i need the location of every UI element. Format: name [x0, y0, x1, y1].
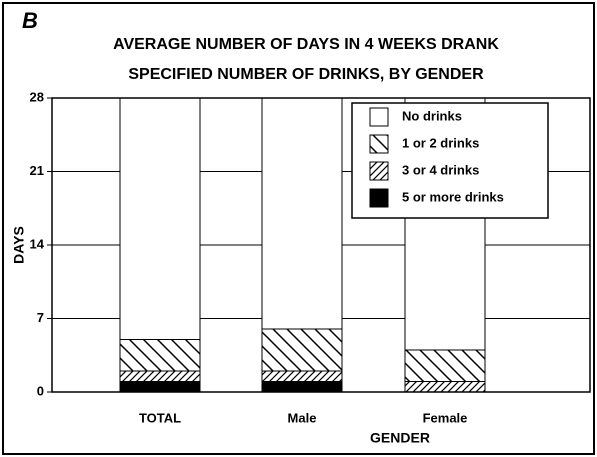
- y-tick-label: 21: [30, 163, 44, 178]
- bar-segment: [261, 97, 343, 330]
- bar-segment: [404, 381, 486, 393]
- legend-swatch: [369, 107, 389, 127]
- bar-segment: [119, 339, 201, 372]
- legend-label: 5 or more drinks: [402, 189, 504, 204]
- chart-title: SPECIFIED NUMBER OF DRINKS, BY GENDER: [128, 66, 484, 83]
- legend-swatch: [369, 134, 389, 154]
- legend-swatch: [369, 161, 389, 181]
- x-tick-label: Male: [288, 410, 317, 425]
- legend-swatch: [369, 188, 389, 208]
- y-tick-label: 7: [37, 310, 44, 325]
- y-tick-label: 28: [30, 89, 44, 104]
- bar-segment: [119, 381, 201, 393]
- x-tick-label: Female: [423, 410, 468, 425]
- bar-segment: [261, 370, 343, 382]
- plot-border: [51, 97, 591, 393]
- legend-label: No drinks: [402, 108, 462, 123]
- chart-title: AVERAGE NUMBER OF DAYS IN 4 WEEKS DRANK: [113, 36, 499, 53]
- x-tick-label: TOTAL: [139, 410, 181, 425]
- legend-label: 1 or 2 drinks: [402, 135, 479, 150]
- panel-label: B: [22, 8, 38, 33]
- y-tick-label: 14: [30, 236, 45, 251]
- bar-segment: [119, 97, 201, 340]
- y-axis-label: DAYS: [11, 226, 27, 264]
- bar-segment: [261, 381, 343, 393]
- bar-segment: [261, 328, 343, 372]
- y-tick-label: 0: [37, 383, 44, 398]
- bar-segment: [119, 370, 201, 382]
- x-axis-label: GENDER: [370, 430, 430, 446]
- bar-segment: [404, 349, 486, 382]
- legend-label: 3 or 4 drinks: [402, 162, 479, 177]
